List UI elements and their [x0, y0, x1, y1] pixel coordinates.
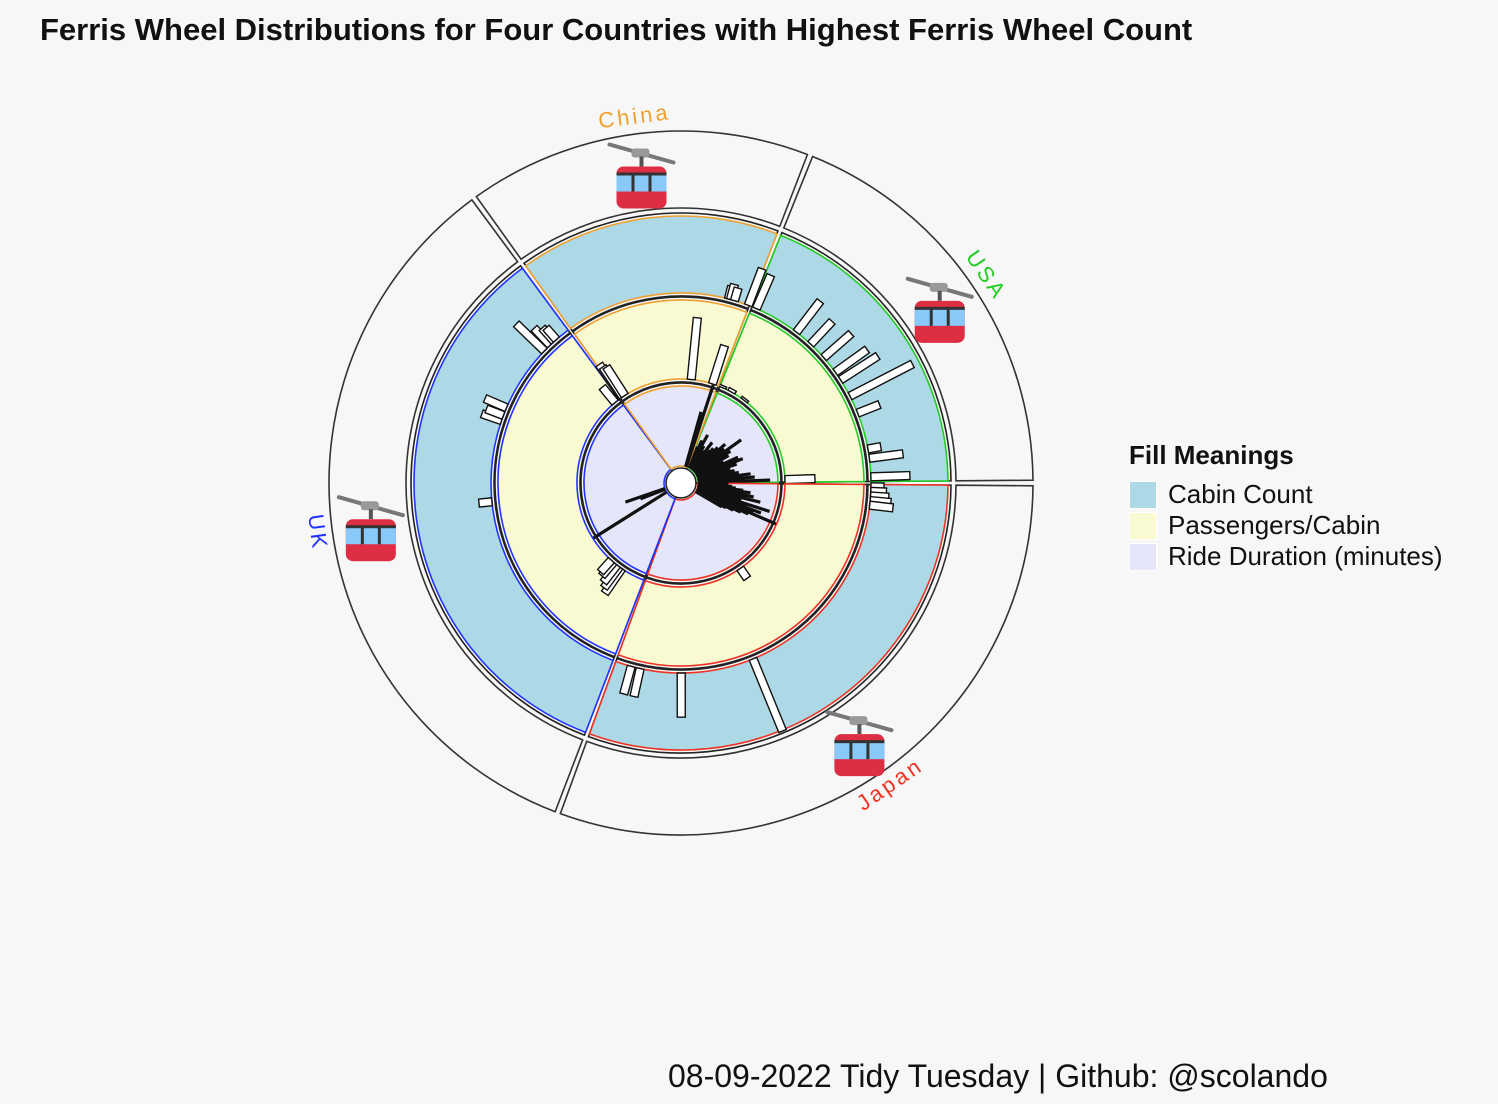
- bar-china-passengers-per-cabin-65: [686, 316, 703, 381]
- bar-usa-cabin-count-14: [847, 359, 916, 401]
- bar-usa-cabin-count-9: [820, 329, 855, 362]
- outer-band-japan: [559, 484, 1034, 836]
- passengers-per-cabin-outline-uk: [494, 332, 646, 658]
- bar-uk-cabin-count-111: [482, 393, 510, 413]
- bar-usa-passengers-per-cabin-5: [740, 395, 750, 404]
- bar-uk-cabin-count-136: [512, 319, 549, 355]
- bar-japan-cabin-count-48: [748, 656, 788, 734]
- passengers-per-cabin-sector-usa: [718, 312, 865, 483]
- bar-usa-cabin-count-5: [792, 297, 825, 336]
- outer-band-uk: [328, 198, 584, 813]
- bar-usa-cabin-count-7: [806, 317, 836, 348]
- bar-uk-passengers-per-cabin-25: [596, 556, 616, 576]
- passengers-per-cabin-sector-china: [573, 299, 748, 400]
- bar-usa-cabin-count-20: [866, 441, 883, 454]
- caption: 08-09-2022 Tidy Tuesday | Github: @scola…: [668, 1058, 1328, 1094]
- bar-china-passengers-per-cabin-84: [707, 343, 730, 386]
- bar-usa-cabin-count-23: [870, 470, 911, 482]
- legend-swatch-passengers-per-cabin: [1129, 511, 1157, 540]
- bar-japan-cabin-count-75: [618, 664, 636, 696]
- legend-item-passengers-per-cabin: Passengers/Cabin: [1129, 510, 1443, 541]
- legend-label-ride-duration: Ride Duration (minutes): [1168, 541, 1443, 571]
- legend-label-cabin-count: Cabin Count: [1168, 479, 1313, 509]
- outer-band-china: [475, 130, 809, 261]
- passengers-per-cabin-outline-usa: [717, 309, 868, 484]
- aerial-tramway-icon: [905, 276, 974, 345]
- passengers-per-cabin-outline-china: [571, 296, 749, 402]
- country-label-uk: UK: [303, 513, 333, 553]
- aerial-tramway-icon: [607, 142, 676, 211]
- bar-usa-passengers-per-cabin-23: [784, 473, 816, 485]
- bar-uk-cabin-count-76: [477, 497, 494, 508]
- bar-japan-cabin-count-73: [629, 666, 645, 699]
- cabin-count-sector-uk: [413, 267, 615, 734]
- bar-uk-passengers-per-cabin-144: [598, 383, 620, 407]
- bar-japan-cabin-count-64: [676, 672, 686, 718]
- passengers-per-cabin-outline-japan: [616, 482, 868, 670]
- chart-title: Ferris Wheel Distributions for Four Coun…: [40, 12, 1193, 47]
- cabin-count-outline-china: [522, 212, 780, 332]
- bar-japan-cabin-count-4: [868, 500, 895, 513]
- bar-usa-passengers-per-cabin-2: [726, 386, 738, 395]
- bar-usa-cabin-count-16: [855, 399, 882, 418]
- cabin-count-outline-japan: [587, 483, 952, 754]
- legend-swatch-cabin-count: [1129, 480, 1157, 509]
- bar-usa-cabin-count-21: [868, 449, 905, 463]
- bar-japan-duration-21: [694, 490, 723, 509]
- aerial-tramway-icon: [336, 495, 405, 564]
- bar-uk-duration-60: [624, 487, 666, 504]
- bar-usa-cabin-count-11: [832, 345, 871, 377]
- legend-swatch-ride-duration: [1129, 542, 1157, 571]
- bar-china-cabin-count-89: [743, 266, 767, 308]
- center-hole: [665, 467, 697, 499]
- cabin-count-outline-uk: [410, 264, 616, 737]
- bar-china-cabin-count-82: [729, 286, 743, 303]
- cabin-count-outline-usa: [749, 231, 952, 483]
- bar-uk-cabin-count-142: [542, 324, 561, 344]
- bar-usa-cabin-count-0: [751, 272, 776, 312]
- bar-usa-cabin-count-12: [837, 351, 881, 385]
- legend: Fill Meanings Cabin Count Passengers/Cab…: [1129, 440, 1443, 572]
- legend-item-ride-duration: Ride Duration (minutes): [1129, 541, 1443, 572]
- cabin-count-sector-china: [524, 215, 778, 330]
- legend-label-passengers-per-cabin: Passengers/Cabin: [1168, 510, 1381, 540]
- outer-band-usa: [782, 155, 1034, 482]
- country-label-china: China: [597, 99, 672, 133]
- bar-china-passengers-per-cabin-4: [602, 363, 630, 399]
- bar-japan-passengers-per-cabin-39: [736, 565, 752, 582]
- legend-item-cabin-count: Cabin Count: [1129, 479, 1443, 510]
- legend-title: Fill Meanings: [1129, 440, 1294, 470]
- bar-china-duration-85: [684, 383, 716, 468]
- aerial-tramway-icon: [825, 710, 894, 779]
